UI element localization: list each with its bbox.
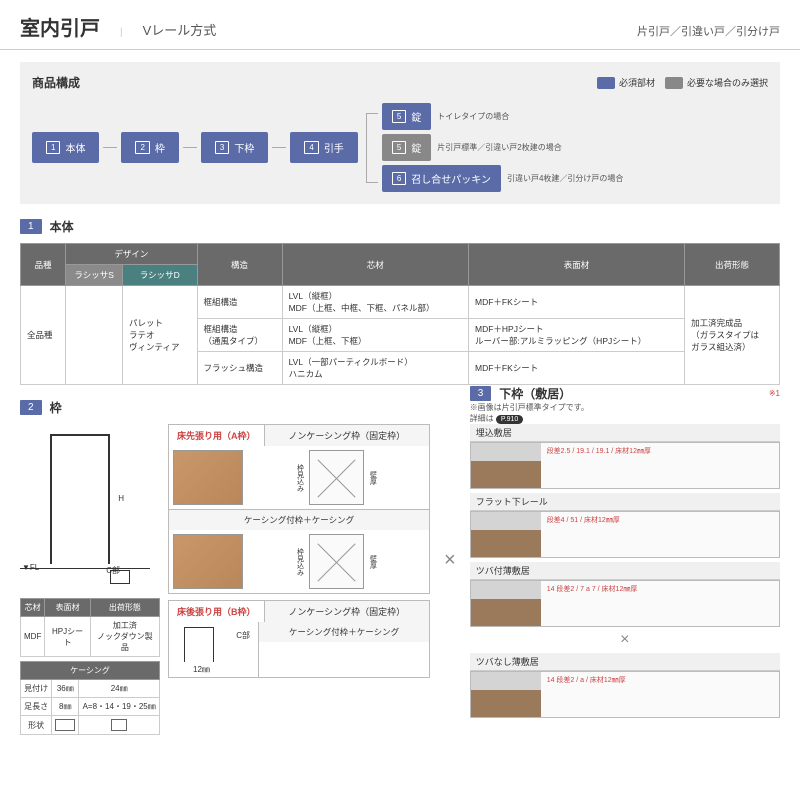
page-subtitle: Vレール方式 xyxy=(143,20,217,39)
frame-spec-table: 芯材表面材出荷形態 MDFHPJシート加工済 ノックダウン製品 xyxy=(20,598,160,657)
flow-diagram: 1本体 2枠 3下枠 4引手 5錠トイレタイプの場合 5錠片引戸標準／引違い戸2… xyxy=(32,103,768,192)
flow-step-3: 3下枠 xyxy=(201,132,268,163)
legend-required-swatch xyxy=(597,77,615,89)
door-photo xyxy=(173,534,243,589)
sill-photo xyxy=(471,672,541,717)
sill-note: ※画像は片引戸標準タイプです。 詳細は P.910 xyxy=(470,402,780,424)
frame-elevation-diagram: C部 H ▼FL xyxy=(20,424,160,594)
b-frame-diagram: C部 12㎜ xyxy=(169,622,259,677)
sill-photo xyxy=(471,512,541,557)
flow-branch-2: 5錠 xyxy=(382,134,431,161)
door-types: 片引戸／引違い戸／引分け戸 xyxy=(637,23,780,39)
sill-item: 14 段差2 / 7 a 7 / 床材12㎜厚 xyxy=(470,580,780,627)
cross-section-diagram xyxy=(309,534,364,589)
sill-item: 段差4 / 51 / 床材12㎜厚 xyxy=(470,511,780,558)
flow-step-2: 2枠 xyxy=(121,132,178,163)
sill-title: ツバなし薄敷居 xyxy=(470,653,780,671)
section-2-head: 2 枠 xyxy=(20,399,410,416)
sill-dimensions: 段差2.5 / 19.1 / 19.1 / 床材12㎜厚 xyxy=(541,443,779,488)
flow-branch-1: 5錠 xyxy=(382,103,431,130)
flow-step-4: 4引手 xyxy=(290,132,357,163)
sill-title: ツバ付薄敷居 xyxy=(470,562,780,580)
sill-title: フラット下レール xyxy=(470,493,780,511)
section-1-head: 1 本体 xyxy=(20,218,780,235)
spec-table: 品種 デザイン 構造 芯材 表面材 出荷形態 ラシッサS ラシッサD 全品種 パ… xyxy=(20,243,780,385)
flow-branch-3: 6召し合せパッキン xyxy=(382,165,501,192)
frame-type-b: 床後張り用（B枠） ノンケーシング枠（固定枠） C部 12㎜ ケーシング付枠＋ケ… xyxy=(168,600,430,678)
flow-step-1: 1本体 xyxy=(32,132,99,163)
page-title: 室内引戸 xyxy=(20,12,100,41)
casing-table: ケーシング 見付け36㎜24㎜ 足長さ8㎜A=8・14・19・25㎜ 形状 xyxy=(20,661,160,735)
frame-type-a: 床先張り用（A枠） ノンケーシング枠（固定枠） 枠見込み 壁厚 ケーシング付枠＋… xyxy=(168,424,430,594)
sill-title: 埋込敷居 xyxy=(470,424,780,442)
sill-photo xyxy=(471,443,541,488)
door-photo xyxy=(173,450,243,505)
sill-dimensions: 14 段差2 / a / 床材12㎜厚 xyxy=(541,672,779,717)
combination-x-icon: × xyxy=(444,549,456,572)
page-header: 室内引戸 | Vレール方式 片引戸／引違い戸／引分け戸 xyxy=(0,0,800,50)
composition-panel: 商品構成 必須部材 必要な場合のみ選択 1本体 2枠 3下枠 4引手 5錠トイレ… xyxy=(20,62,780,204)
sill-dimensions: 14 段差2 / 7 a 7 / 床材12㎜厚 xyxy=(541,581,779,626)
sill-item: 14 段差2 / a / 床材12㎜厚 xyxy=(470,671,780,718)
legend-optional-swatch xyxy=(665,77,683,89)
combination-x-icon: × xyxy=(620,631,629,648)
legend: 必須部材 必要な場合のみ選択 xyxy=(597,76,768,89)
sill-item: 段差2.5 / 19.1 / 19.1 / 床材12㎜厚 xyxy=(470,442,780,489)
section-3-head: 3 下枠（敷居） xyxy=(470,385,572,402)
sill-dimensions: 段差4 / 51 / 床材12㎜厚 xyxy=(541,512,779,557)
composition-title: 商品構成 xyxy=(32,74,80,91)
cross-section-diagram xyxy=(309,450,364,505)
sill-photo xyxy=(471,581,541,626)
